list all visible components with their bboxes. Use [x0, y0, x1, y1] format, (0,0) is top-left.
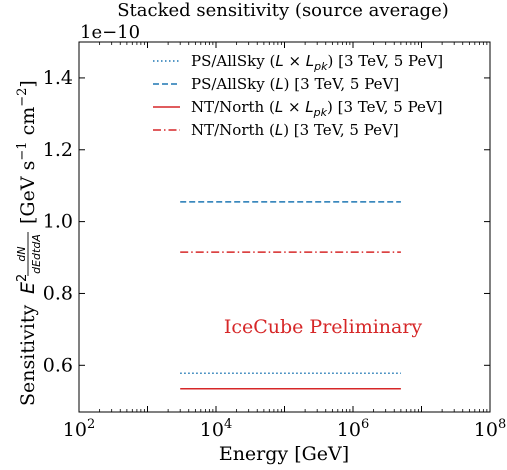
y-label-units: [GeV s−1 cm−2] — [15, 80, 39, 224]
x-axis-label: Energy [GeV] — [219, 443, 349, 465]
legend-label-4: NT/North (L) [3 TeV, 5 PeV] — [191, 121, 399, 139]
y-axis-offset-text: 1e−10 — [80, 22, 140, 43]
x-tick-label: 106 — [337, 417, 369, 441]
x-tick-label: 108 — [474, 417, 506, 441]
x-tick-label: 102 — [63, 417, 95, 441]
chart-title: Stacked sensitivity (source average) — [117, 0, 449, 21]
y-label-prefix: Sensitivity — [17, 305, 39, 406]
x-tick-label: 104 — [200, 417, 232, 441]
y-label-fraction-denominator: dEdtdA — [30, 234, 43, 274]
y-tick-label: 1.4 — [43, 67, 73, 89]
y-label-e2: E2 — [15, 274, 39, 294]
x-axis-ticks: 102 104 106 108 — [63, 42, 506, 441]
legend-label-3: NT/North (L × Lpk) [3 TeV, 5 PeV] — [191, 98, 443, 119]
y-label-fraction-numerator: dN — [15, 246, 28, 261]
icecube-preliminary-annotation: IceCube Preliminary — [224, 316, 423, 338]
y-tick-label: 0.6 — [43, 354, 73, 376]
y-tick-label: 1.0 — [43, 211, 73, 233]
y-tick-label: 1.2 — [43, 139, 73, 161]
legend-label-2: PS/AllSky (L) [3 TeV, 5 PeV] — [191, 75, 399, 93]
series-lines — [180, 201, 401, 390]
y-tick-label: 0.8 — [43, 282, 73, 304]
y-axis-label: Sensitivity E2 dN dEdtdA [GeV s−1 cm−2] — [15, 80, 43, 406]
y-axis-ticks: 0.6 0.8 1.0 1.2 1.4 — [43, 67, 490, 376]
legend-label-1: PS/AllSky (L × Lpk) [3 TeV, 5 PeV] — [191, 52, 443, 73]
legend: PS/AllSky (L × Lpk) [3 TeV, 5 PeV] PS/All… — [153, 52, 443, 139]
